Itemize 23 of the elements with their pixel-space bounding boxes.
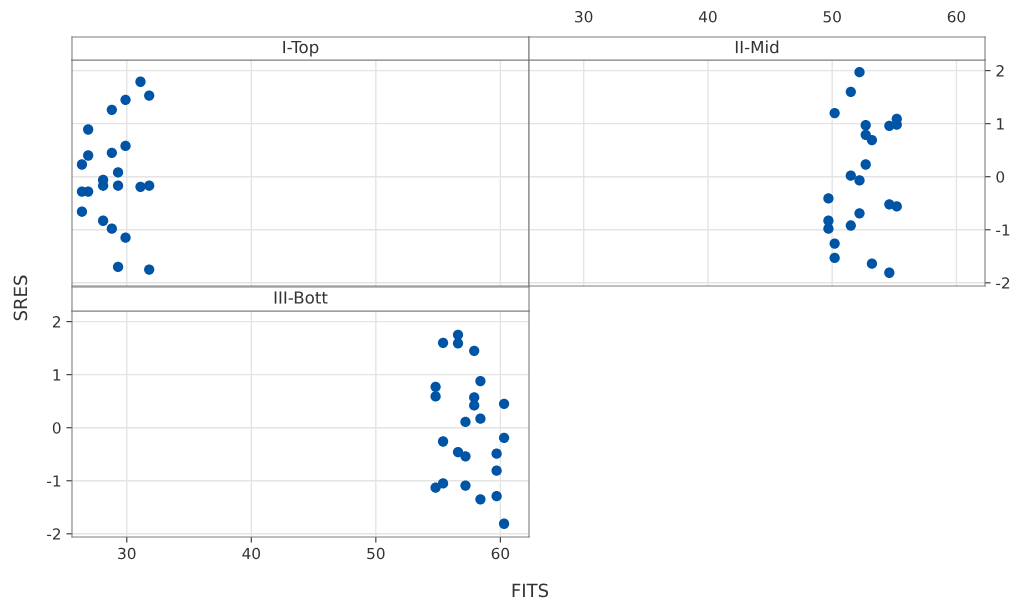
x-tick-label: 40 [242, 547, 261, 560]
y-tick-label: -1 [47, 475, 61, 487]
x-tick-label: 50 [823, 10, 841, 23]
y-tick-label: -2 [47, 528, 61, 540]
x-tick-label: 30 [118, 547, 136, 560]
chart-title: II-Mid [735, 40, 779, 54]
x-tick-label: 40 [698, 10, 717, 23]
x-tick-label: 60 [947, 10, 966, 23]
y-tick-label: 1 [53, 369, 61, 381]
y-tick-label: 2 [52, 316, 61, 328]
y-tick-label: -2 [996, 277, 1010, 289]
y-tick-label: 0 [52, 422, 61, 434]
x-tick-label: 60 [491, 547, 510, 560]
x-tick-label: 30 [575, 10, 593, 23]
chart-title: III-Bott [274, 291, 328, 304]
x-axis-title: FITS [512, 583, 549, 598]
y-tick-label: 2 [996, 65, 1004, 77]
x-tick-label: 50 [367, 547, 385, 560]
chart-title: I-Top [283, 40, 319, 57]
y-tick-label: 0 [996, 171, 1005, 183]
y-tick-label: -1 [996, 224, 1010, 236]
y-axis-title: SRES [13, 275, 28, 321]
y-tick-label: 1 [997, 118, 1004, 130]
